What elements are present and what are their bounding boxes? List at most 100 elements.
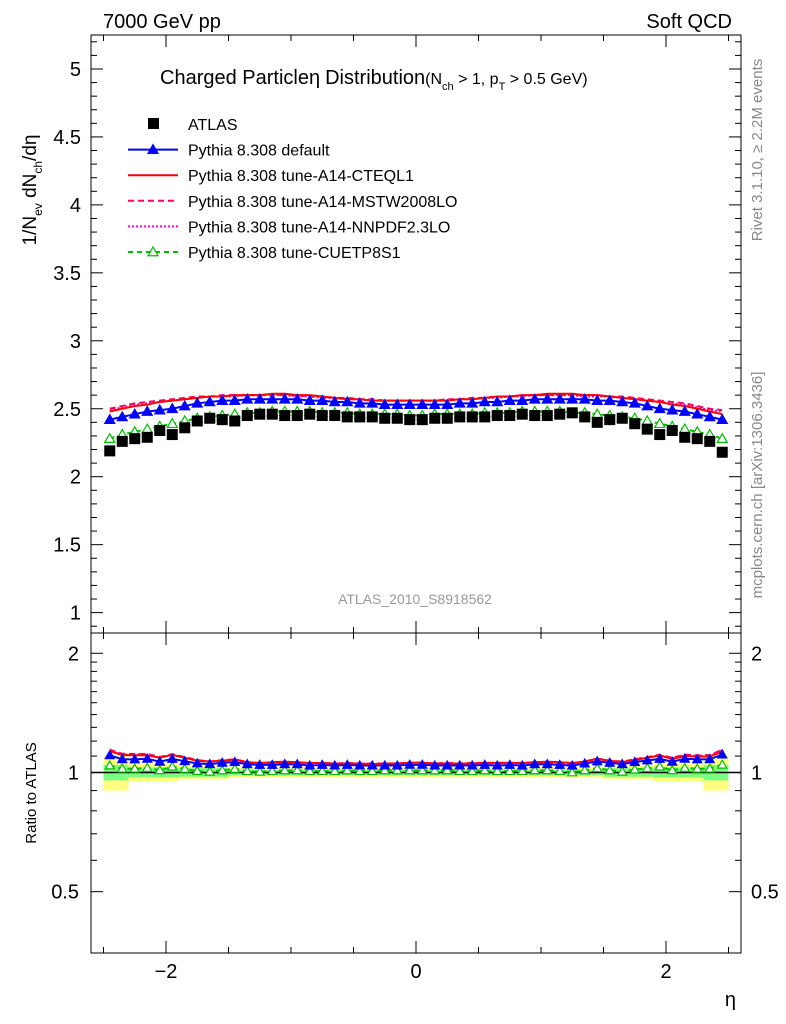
series-default-point: [353, 397, 366, 408]
series-default-point: [166, 402, 179, 414]
ratio-y-axis-label: Ratio to ATLAS: [23, 742, 40, 843]
ratio-default-point: [104, 749, 116, 760]
main-series: [103, 392, 729, 458]
main-ytick-label: 1.5: [53, 535, 81, 557]
legend: ATLAS Pythia 8.308 default Pythia 8.308 tu…: [128, 117, 457, 262]
main-ytick-label: 2: [70, 467, 81, 489]
ratio-default-point: [216, 757, 228, 767]
ratio-ytick-label-right: 2: [751, 643, 762, 665]
series-default-point: [253, 393, 266, 404]
ratio-cuetp8s1-point: [691, 763, 703, 773]
ratio-cuetp8s1-point: [166, 760, 178, 771]
ratio-cuetp8s1-point: [466, 765, 478, 776]
ratio-default-point: [279, 758, 291, 769]
ratio-default-point: [491, 759, 503, 770]
series-atlas-point: [441, 412, 453, 424]
series-atlas-point: [566, 407, 578, 419]
series-default-point: [316, 394, 329, 405]
ratio-default-point: [441, 759, 453, 770]
ratio-cuetp8s1-point: [479, 764, 491, 775]
ratio-default-point: [679, 753, 691, 763]
ratio-default-point: [341, 759, 353, 769]
series-default-point: [103, 413, 116, 424]
ratio-default-point: [454, 759, 466, 770]
ratio-cuetp8s1-point: [241, 765, 253, 776]
ratio-default-point: [666, 756, 678, 766]
analysis-id: ATLAS_2010_S8918562: [338, 591, 492, 607]
series-atlas-point: [304, 408, 316, 420]
series-atlas-point: [354, 411, 366, 423]
ratio-cuetp8s1-point: [666, 764, 678, 775]
ratio-default-point: [641, 754, 653, 765]
title-cond-sub2: T: [499, 81, 506, 93]
legend-default-marker: [146, 143, 160, 154]
ratio-cuetp8s1-point: [529, 764, 541, 775]
ratio-cuetp8s1-point: [541, 764, 553, 775]
ratio-default-point: [291, 758, 303, 769]
ratio-cuetp8s1-point: [204, 766, 216, 776]
series-cuetp8s1-point: [103, 432, 116, 443]
ratio-default-point: [241, 758, 253, 769]
ratio-cuetp8s1-point: [329, 765, 341, 776]
ratio-cuetp8s1-point: [679, 762, 691, 772]
ratio-ytick-label-right: 1: [751, 762, 762, 784]
ratio-cuetp8s1-point: [579, 764, 591, 775]
x-tick-label: 2: [660, 961, 671, 983]
series-atlas-point: [416, 414, 428, 426]
series-default-point: [141, 405, 154, 416]
rivet-label: Rivet 3.1.10, ≥ 2.2M events: [749, 59, 766, 242]
header-right: Soft QCD: [646, 11, 732, 33]
ratio-cuetp8s1-point: [654, 760, 666, 771]
series-atlas-point: [366, 411, 378, 423]
ratio-cuetp8s1-point: [604, 764, 616, 775]
ratio-cuetp8s1-point: [179, 763, 191, 773]
series-cuetp8s1-point: [653, 417, 666, 429]
ratio-ticks: 0.5 0.5 1 1 2 2 −2 0 2: [51, 633, 779, 983]
legend-cuetp8s1-label: Pythia 8.308 tune-CUETP8S1: [188, 245, 401, 262]
ratio-default-point: [154, 756, 166, 766]
ratio-cuetp8s1-point: [141, 762, 153, 772]
ratio-default-point: [304, 759, 316, 770]
series-default-point: [266, 393, 279, 404]
series-default-point: [478, 395, 491, 407]
ratio-default-point: [479, 759, 491, 769]
series-default-point: [578, 393, 591, 404]
title-main: Charged Particle: [160, 67, 309, 89]
series-atlas-point: [341, 411, 353, 423]
legend-atlas-label: ATLAS: [188, 117, 238, 134]
series-default-point: [241, 393, 254, 404]
ratio-frame: [90, 632, 742, 954]
ratio-cuetp8s1-point: [441, 764, 453, 775]
series-default-point: [228, 394, 241, 405]
ylabel-a: 1/N: [20, 216, 41, 246]
series-default-point: [566, 393, 579, 404]
series-default-point: [366, 397, 379, 408]
series-atlas-point: [691, 433, 703, 445]
ratio-cuetp8s1-point: [291, 764, 303, 775]
series-atlas-point: [166, 429, 178, 441]
series-atlas-point: [541, 410, 553, 422]
ratio-cuetp8s1-point: [454, 765, 466, 776]
series-cteql1-line: [109, 392, 723, 416]
ratio-series: [104, 748, 728, 777]
ratio-default-point: [716, 748, 728, 759]
ratio-cuetp8s1-point: [154, 764, 166, 775]
series-default-point: [541, 393, 554, 404]
series-atlas-point: [116, 435, 128, 447]
ratio-default-point: [329, 759, 341, 770]
series-atlas-point: [316, 410, 328, 422]
series-atlas-point: [604, 414, 616, 426]
ratio-default-point: [541, 758, 553, 769]
series-default-point: [603, 394, 616, 405]
ratio-cuetp8s1-point: [616, 766, 628, 776]
series-default-point: [391, 398, 404, 410]
ratio-default-point: [529, 758, 541, 769]
series-atlas-point: [491, 410, 503, 422]
ratio-cuetp8s1-point: [566, 766, 578, 777]
series-atlas-point: [629, 418, 641, 430]
ratio-default-point: [191, 757, 203, 768]
header-left: 7000 GeV pp: [103, 11, 221, 33]
series-default-point: [453, 397, 466, 408]
ratio-default-point: [416, 759, 428, 769]
series-default-point: [553, 393, 566, 404]
